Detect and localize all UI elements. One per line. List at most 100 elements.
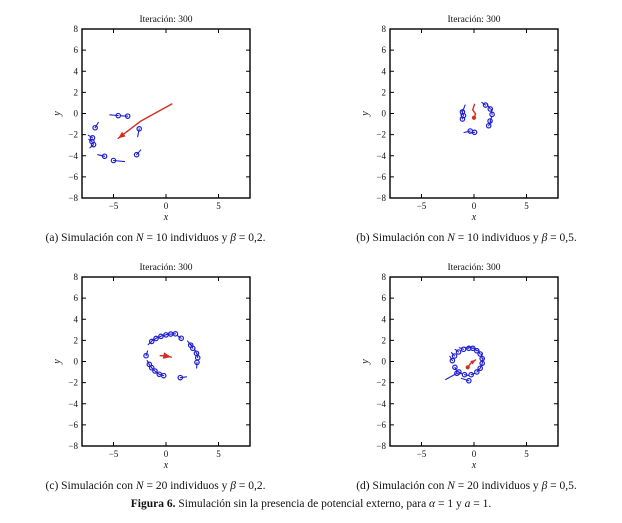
y-tick-label: 2 [382, 335, 387, 345]
caption-segment: N [447, 480, 455, 492]
x-axis-label: x [163, 460, 169, 471]
particle-marker [172, 331, 179, 337]
y-tick-label: −4 [376, 399, 386, 409]
x-tick-label: 5 [216, 201, 221, 211]
y-tick-label: 4 [382, 314, 387, 324]
plot-title: Iteración: 300 [139, 15, 192, 25]
particle-marker [477, 365, 483, 372]
particle-marker [152, 368, 158, 374]
plot-title: Iteración: 300 [447, 15, 500, 25]
y-tick-label: −8 [68, 441, 78, 451]
particle-velocity-tail [461, 109, 465, 117]
y-tick-label: 6 [74, 45, 79, 55]
y-tick-label: 0 [74, 357, 79, 367]
caption-segment: = 0,5. [547, 232, 577, 244]
y-tick-label: 2 [382, 87, 387, 97]
particle-velocity-tail [137, 128, 140, 138]
caption-segment: = 0,2. [235, 232, 266, 244]
particle-marker [90, 141, 97, 148]
particle-marker [470, 345, 476, 352]
caption-segment: = 20 individuos y [454, 480, 542, 492]
caption-segment: N [135, 232, 144, 244]
particle-marker [471, 129, 478, 136]
caption-segment: (c) Simulación con [45, 480, 136, 492]
particle-marker [452, 364, 458, 371]
y-tick-label: −6 [68, 420, 78, 430]
leader-path [117, 103, 173, 139]
particle-marker [148, 364, 155, 371]
caption-segment: (a) Simulación con [45, 232, 136, 244]
leader-arrowhead [162, 352, 172, 359]
y-tick-label: −2 [376, 130, 386, 140]
y-tick-label: −8 [68, 193, 78, 203]
y-tick-label: −6 [376, 172, 386, 182]
x-axis-label: x [163, 212, 169, 223]
particle-marker [158, 333, 164, 340]
particle-marker [449, 357, 456, 364]
y-tick-label: 4 [382, 66, 387, 76]
particle-marker [133, 151, 140, 158]
caption-segment: (b) Simulación con [356, 232, 448, 244]
particle-marker [148, 338, 155, 345]
particle-marker [460, 346, 467, 353]
particle-marker [477, 351, 483, 357]
particle-velocity-tail [94, 121, 99, 129]
axis-box [81, 276, 251, 447]
caption-segment: = 0,2. [235, 480, 266, 492]
particle-marker [451, 353, 458, 359]
particle-marker [101, 153, 108, 160]
subplot-a-canvas: −5 0 5 −8 −6 −4 −2 0 2 4 6 8 Iteración: 300 x y [52, 15, 251, 223]
x-tick-label: −5 [417, 449, 427, 459]
y-tick-label: 0 [74, 109, 79, 119]
y-axis-label: y [360, 111, 371, 117]
y-tick-label: 8 [382, 24, 387, 34]
particle-marker [92, 124, 98, 131]
y-tick-label: 0 [382, 357, 387, 367]
particle-marker [177, 374, 184, 381]
x-tick-label: 0 [164, 449, 169, 459]
subplot-c-caption: (c) Simulación con N = 20 individuos y β… [0, 479, 311, 493]
y-axis-label: y [52, 111, 63, 117]
caption-segment: = 0,5. [547, 480, 577, 492]
particle-velocity-tail [136, 149, 142, 156]
caption-segment: N [135, 480, 144, 492]
particle-marker [474, 347, 480, 354]
y-tick-label: −6 [376, 420, 386, 430]
y-tick-label: −4 [68, 399, 78, 409]
plot-title: Iteración: 300 [139, 263, 192, 273]
subplot-d-canvas: −5 0 5 −8 −6 −4 −2 0 2 4 6 8 Iteración: 300 x y [360, 263, 559, 471]
subplot-a-caption: (a) Simulación con N = 10 individuos y β… [0, 231, 311, 245]
particle-velocity-tail [460, 377, 470, 382]
caption-segment: α [429, 498, 436, 510]
subplot-b-caption: (b) Simulación con N = 10 individuos y β… [311, 231, 622, 245]
particle-marker [474, 369, 480, 375]
y-tick-label: 8 [74, 272, 79, 282]
caption-segment: N [447, 232, 455, 244]
particle-marker [110, 157, 117, 164]
y-tick-label: 8 [74, 24, 79, 34]
x-tick-label: −5 [109, 449, 119, 459]
y-tick-label: 6 [74, 293, 79, 303]
y-axis-label: y [52, 359, 63, 365]
y-tick-label: −2 [376, 378, 386, 388]
figure-caption: Figura 6. Simulación sin la presencia de… [0, 497, 622, 511]
particle-marker [194, 359, 200, 366]
leader-arrowhead [118, 131, 126, 139]
particle-marker [487, 106, 494, 112]
x-axis-label: x [471, 460, 477, 471]
particle-velocity-tail [97, 154, 106, 157]
particle-marker [485, 122, 492, 129]
caption-segment: = 10 individuos y [143, 232, 231, 244]
particle-marker [136, 126, 143, 132]
y-tick-label: 2 [74, 335, 79, 345]
x-tick-label: 5 [524, 449, 529, 459]
y-tick-label: −8 [376, 441, 386, 451]
y-tick-label: −4 [68, 151, 78, 161]
caption-segment: β [541, 232, 548, 244]
subplot-b-canvas: −5 0 5 −8 −6 −4 −2 0 2 4 6 8 Iteración: 300 x y [360, 15, 559, 223]
x-tick-label: 0 [472, 201, 477, 211]
y-tick-label: −4 [376, 151, 386, 161]
leader-dot [465, 365, 470, 370]
particle-marker [189, 345, 196, 352]
